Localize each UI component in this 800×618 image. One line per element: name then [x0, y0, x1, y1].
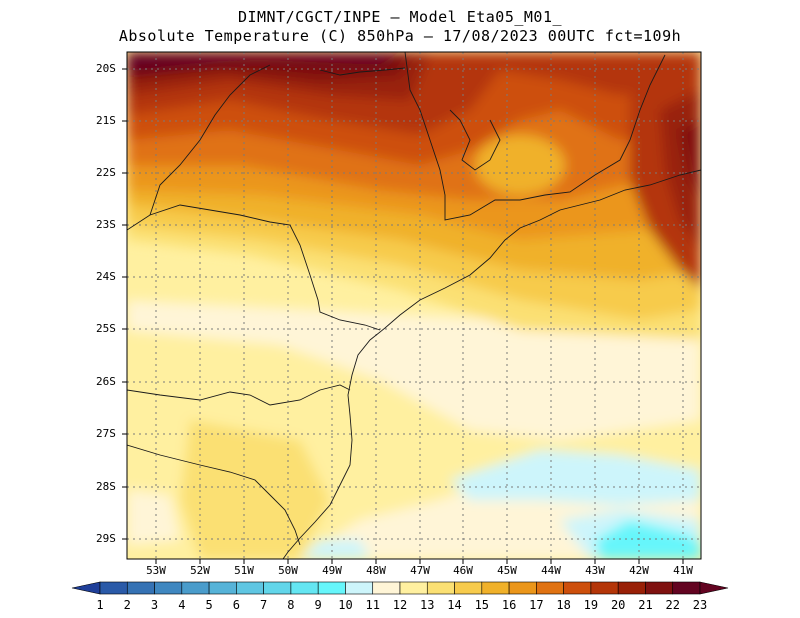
colorbar-label: 6	[232, 598, 240, 612]
colorbar-label: 22	[665, 598, 680, 612]
colorbar-label: 18	[556, 598, 571, 612]
colorbar-label: 16	[501, 598, 517, 612]
lon-label: 45W	[497, 564, 517, 577]
lat-label: 21S	[96, 114, 116, 127]
lat-label: 23S	[96, 218, 116, 231]
lat-label: 26S	[96, 375, 116, 388]
lon-label: 42W	[629, 564, 649, 577]
lat-label: 25S	[96, 322, 116, 335]
colorbar-label: 2	[123, 598, 131, 612]
colorbar-label: 17	[529, 598, 544, 612]
colorbar-label: 11	[365, 598, 380, 612]
colorbar-swatch	[181, 581, 210, 595]
colorbar-label: 12	[392, 598, 408, 612]
lon-label: 46W	[453, 564, 473, 577]
colorbar-low-arrow	[71, 581, 101, 595]
colorbar-swatch	[426, 581, 455, 595]
colorbar-label: 21	[638, 598, 653, 612]
lon-label: 44W	[541, 564, 561, 577]
lon-label: 50W	[278, 564, 298, 577]
colorbar-label: 13	[420, 598, 435, 612]
colorbar-swatch	[508, 581, 537, 595]
colorbar-label: 10	[338, 598, 353, 612]
lon-label: 41W	[673, 564, 693, 577]
colorbar-swatch	[317, 581, 346, 595]
colorbar-label: 14	[447, 598, 462, 612]
colorbar-label: 4	[178, 598, 186, 612]
colorbar-label: 20	[610, 598, 626, 612]
lon-label: 51W	[234, 564, 254, 577]
graticule	[127, 52, 701, 559]
colorbar-swatch	[126, 581, 155, 595]
map-frame	[126, 51, 702, 560]
colorbar-swatch	[399, 581, 428, 595]
colorbar-label: 3	[150, 598, 159, 612]
colorbar-swatch	[290, 581, 319, 595]
colorbar-label: 15	[474, 598, 490, 612]
colorbar-swatch	[645, 581, 674, 595]
map-title-line2: Absolute Temperature (C) 850hPa – 17/08/…	[118, 27, 682, 45]
colorbar-label: 1	[96, 598, 104, 612]
lon-label: 48W	[366, 564, 386, 577]
lat-label: 20S	[96, 62, 116, 75]
colorbar-swatch	[454, 581, 483, 595]
colorbar-swatch	[99, 581, 128, 595]
colorbar-swatch	[154, 581, 183, 595]
colorbar-label: 23	[692, 598, 708, 612]
colorbar-swatch	[372, 581, 401, 595]
colorbar-swatch	[345, 581, 374, 595]
coastline	[127, 52, 701, 559]
lat-label: 27S	[96, 427, 116, 440]
lat-label: 29S	[96, 532, 116, 545]
colorbar	[71, 581, 729, 595]
colorbar-swatch	[563, 581, 592, 595]
colorbar-swatch	[481, 581, 510, 595]
colorbar-swatch	[536, 581, 564, 595]
colorbar-label: 9	[314, 598, 322, 612]
lon-label: 53W	[146, 564, 166, 577]
colorbar-label: 5	[205, 598, 213, 612]
colorbar-swatch	[617, 581, 646, 595]
lon-label: 43W	[585, 564, 605, 577]
colorbar-label: 19	[583, 598, 599, 612]
lat-label: 28S	[96, 480, 116, 493]
lon-label: 47W	[410, 564, 430, 577]
lon-label: 49W	[322, 564, 342, 577]
lon-label: 52W	[190, 564, 210, 577]
temperature-field	[127, 52, 701, 559]
colorbar-swatch	[236, 581, 264, 595]
colorbar-label: 8	[287, 598, 295, 612]
lat-label: 22S	[96, 166, 116, 179]
map-title-line1: DIMNT/CGCT/INPE – Model Eta05_M01_	[237, 8, 563, 26]
colorbar-high-arrow	[699, 581, 729, 595]
colorbar-swatch	[263, 581, 292, 595]
lat-label: 24S	[96, 270, 116, 283]
colorbar-swatch	[672, 581, 701, 595]
colorbar-swatch	[590, 581, 619, 595]
colorbar-label: 7	[260, 598, 268, 612]
colorbar-swatch	[208, 581, 237, 595]
